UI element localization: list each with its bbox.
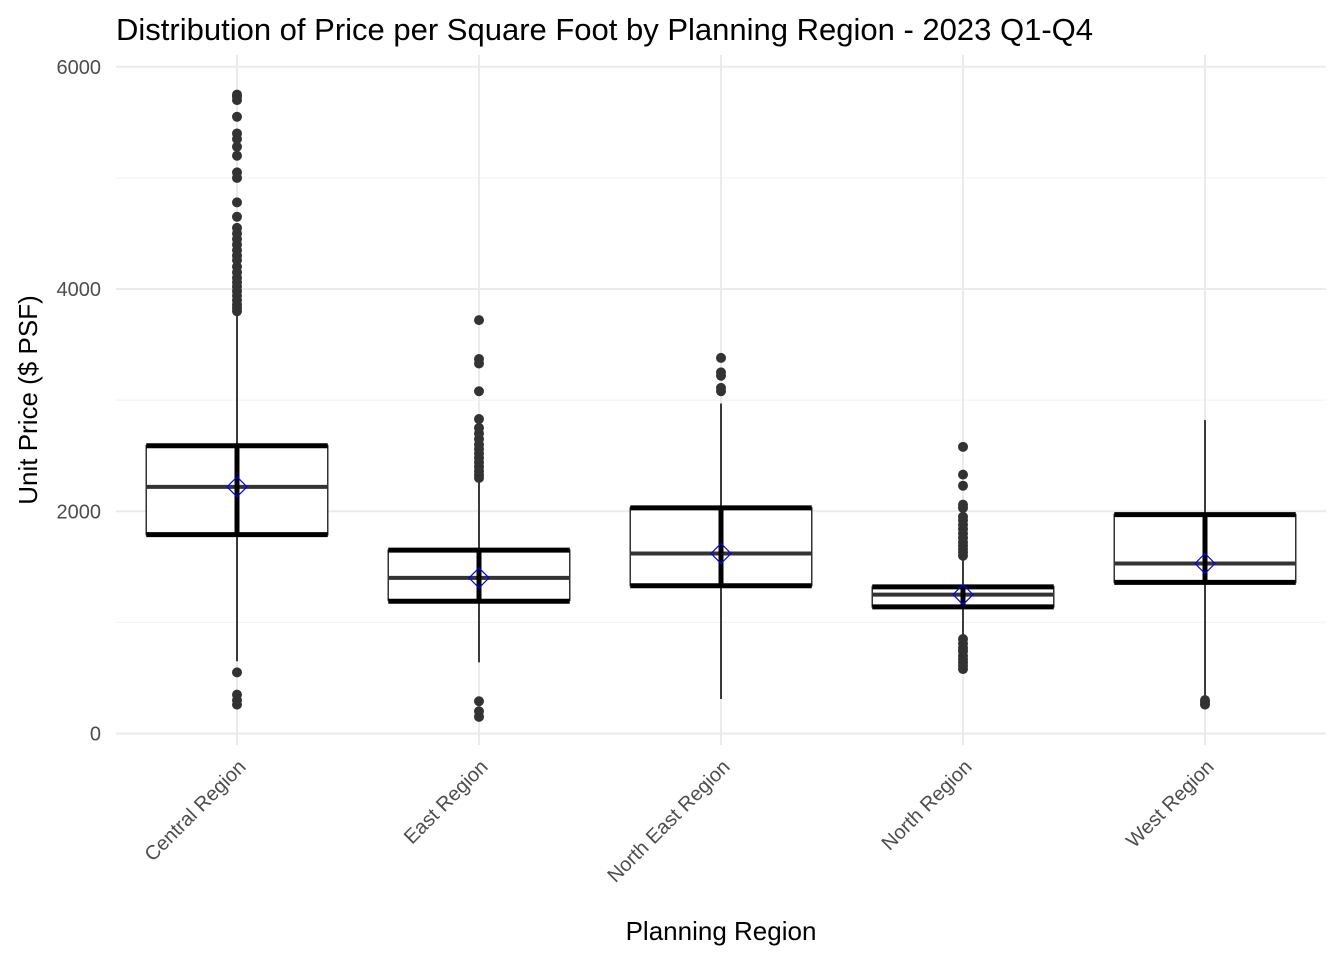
mean-marker (710, 542, 732, 565)
x-tick-label: North Region (878, 756, 977, 855)
mean-marker (226, 475, 248, 498)
outlier-point (232, 689, 242, 700)
box-group (1113, 420, 1297, 710)
x-tick-label: East Region (400, 756, 493, 849)
box-group (871, 441, 1055, 675)
outlier-point (716, 352, 726, 363)
y-tick-label: 4000 (57, 279, 102, 301)
box-group (145, 89, 329, 710)
outlier-point (958, 469, 968, 480)
outlier-point (958, 511, 968, 522)
outlier-point (474, 315, 484, 326)
y-axis: 0 2000 4000 6000 (57, 57, 102, 746)
box-plots (145, 89, 1297, 722)
outlier-point (958, 499, 968, 510)
mean-marker (1194, 552, 1216, 575)
mean-marker (952, 583, 974, 606)
outlier-point (474, 386, 484, 397)
outlier-point (232, 141, 242, 152)
mean-marker (468, 567, 490, 589)
box-group (387, 315, 571, 722)
outlier-point (232, 150, 242, 161)
outlier-point (716, 382, 726, 393)
outlier-point (232, 128, 242, 139)
outlier-point (232, 111, 242, 122)
y-axis-title: Unit Price ($ PSF) (13, 295, 43, 505)
outlier-point (474, 354, 484, 365)
x-axis: Central Region East Region North East Regi… (141, 756, 1219, 887)
outlier-point (1200, 695, 1210, 706)
box-group (629, 352, 813, 700)
outlier-point (958, 634, 968, 645)
outlier-point (232, 667, 242, 678)
y-tick-label: 0 (90, 724, 101, 746)
y-tick-label: 2000 (57, 501, 102, 523)
outlier-point (958, 441, 968, 452)
outlier-point (958, 480, 968, 491)
outlier-point (474, 414, 484, 425)
x-axis-title: Planning Region (626, 916, 817, 946)
outlier-point (232, 211, 242, 222)
outlier-point (232, 167, 242, 178)
x-tick-label: North East Region (603, 756, 734, 887)
x-tick-label: West Region (1122, 756, 1218, 852)
chart-title: Distribution of Price per Square Foot by… (116, 12, 1093, 47)
outlier-point (474, 696, 484, 707)
outlier-point (716, 367, 726, 378)
y-tick-label: 6000 (57, 57, 102, 79)
outlier-point (232, 197, 242, 208)
x-tick-label: Central Region (141, 756, 251, 866)
outlier-point (474, 422, 484, 433)
outlier-point (232, 89, 242, 100)
outlier-point (474, 706, 484, 717)
outlier-point (232, 222, 242, 233)
